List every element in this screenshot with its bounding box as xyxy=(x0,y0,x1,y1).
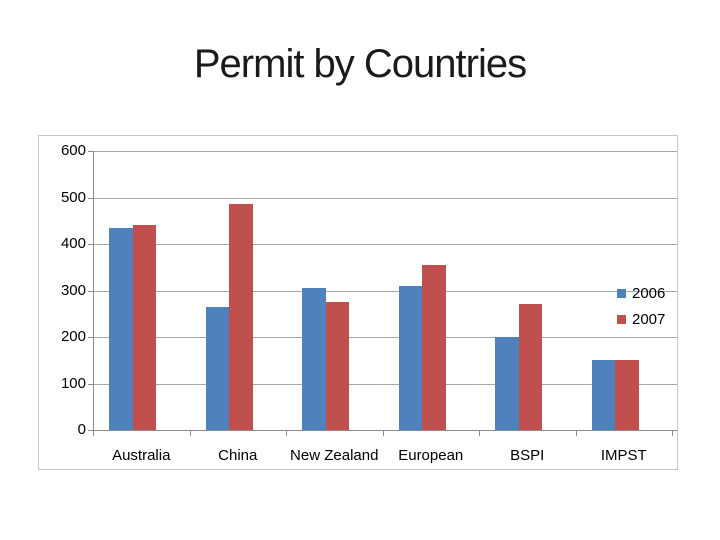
bar-2006-china xyxy=(205,306,229,430)
gridline-400 xyxy=(93,244,677,245)
legend-swatch-2007 xyxy=(617,314,626,324)
legend-label-2006: 2006 xyxy=(632,284,666,302)
y-tick-mark-500 xyxy=(88,197,93,199)
bar-2007-new-zealand xyxy=(325,302,349,430)
x-tick-mark-6 xyxy=(672,431,673,436)
bars-layer xyxy=(39,136,677,469)
category-label-australia: Australia xyxy=(112,447,171,464)
bar-2007-impst xyxy=(615,360,639,430)
bar-2007-bspi xyxy=(518,304,542,430)
chart-legend: 2006 2007 xyxy=(617,284,665,336)
x-tick-mark-4 xyxy=(479,431,480,436)
bar-2007-australia xyxy=(132,225,156,430)
legend-item-2007: 2007 xyxy=(617,310,665,328)
gridline-200 xyxy=(93,337,677,338)
y-axis-line xyxy=(93,151,94,430)
axes-layer: 0 100 200 300 400 500 600 Australia China New Zea… xyxy=(39,136,677,469)
legend-swatch-2006 xyxy=(617,288,626,298)
bar-2007-european xyxy=(422,264,446,430)
y-tick-label-0: 0 xyxy=(77,421,86,438)
bar-chart: 0 100 200 300 400 500 600 Australia China New Zea… xyxy=(38,135,678,470)
y-tick-mark-600 xyxy=(88,151,93,152)
y-tick-label-500: 500 xyxy=(60,188,86,206)
y-tick-label-200: 200 xyxy=(60,328,86,345)
category-label-new-zealand: New Zealand xyxy=(290,447,379,464)
legend-item-2006: 2006 xyxy=(617,284,665,302)
category-label-bspi: BSPI xyxy=(510,447,545,464)
y-tick-mark-300 xyxy=(88,290,93,292)
y-tick-mark-400 xyxy=(88,244,93,245)
y-tick-label-100: 100 xyxy=(60,374,86,392)
y-tick-mark-100 xyxy=(88,383,93,385)
bar-2006-european xyxy=(398,285,422,430)
gridline-300 xyxy=(93,290,677,292)
y-tick-label-400: 400 xyxy=(60,235,86,252)
x-tick-mark-5 xyxy=(575,431,577,436)
bar-2006-impst xyxy=(591,360,615,430)
category-label-impst: IMPST xyxy=(600,447,647,464)
legend-label-2007: 2007 xyxy=(632,310,666,328)
y-tick-label-300: 300 xyxy=(60,281,86,299)
bar-2006-australia xyxy=(109,227,133,430)
y-tick-label-600: 600 xyxy=(60,142,86,159)
x-tick-mark-3 xyxy=(382,431,384,436)
x-tick-mark-0 xyxy=(93,431,94,436)
gridline-100 xyxy=(93,383,677,385)
x-tick-mark-2 xyxy=(286,431,287,436)
y-tick-mark-0 xyxy=(88,430,93,431)
x-tick-mark-1 xyxy=(189,431,191,436)
gridline-600 xyxy=(93,151,677,152)
category-label-european: European xyxy=(398,447,464,464)
x-axis-line xyxy=(93,430,677,431)
category-label-china: China xyxy=(218,447,258,464)
bar-2006-new-zealand xyxy=(302,288,326,430)
y-tick-mark-200 xyxy=(88,337,93,338)
bar-2007-china xyxy=(229,204,253,430)
gridline-500 xyxy=(93,197,677,199)
gridlines-layer xyxy=(39,136,677,469)
chart-title: Permit by Countries xyxy=(193,42,527,86)
bar-2006-bspi xyxy=(495,337,519,430)
